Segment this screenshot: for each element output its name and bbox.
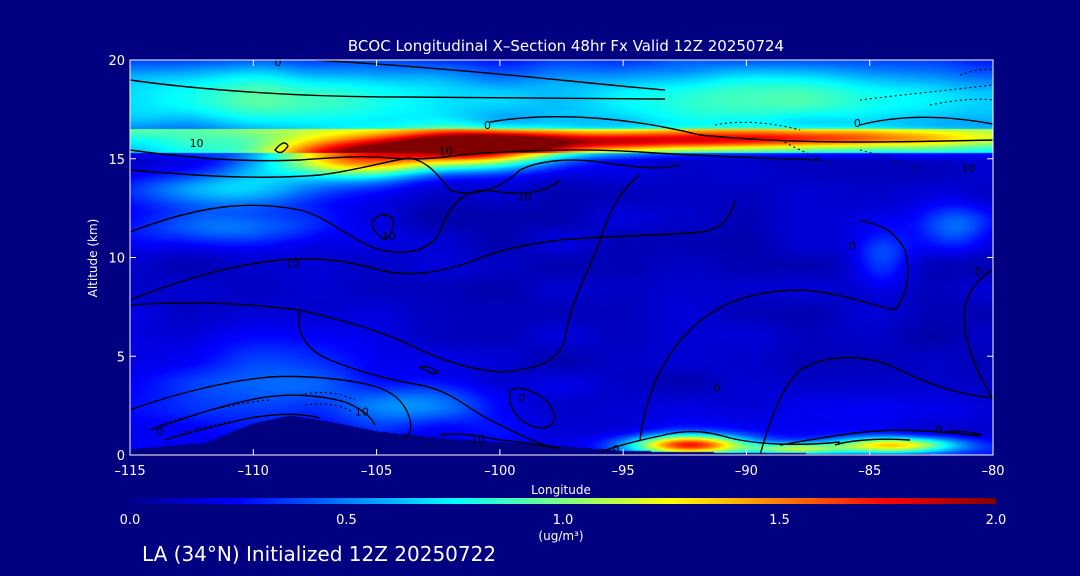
contour-lines: [130, 60, 993, 455]
plot-area: 0 0 0 10 10 10 10 10 10 0 0 10 0 0 0 10 0 0: [129, 56, 994, 456]
contour-label: 0: [935, 423, 942, 436]
contour-label: 10: [190, 137, 204, 150]
contour-label: 0: [975, 265, 982, 278]
colorbar-units: (ug/m³): [538, 529, 583, 543]
dotted-contour-line: [779, 139, 836, 166]
contour-line: [759, 356, 993, 455]
contour-line: [779, 429, 981, 446]
run-info-label: LA (34°N) Initialized 12Z 20250722: [142, 542, 497, 566]
dotted-contour-line: [859, 84, 993, 101]
contour-line: [130, 79, 666, 100]
y-tick-label: 10: [108, 252, 125, 267]
colorbar-strip: [130, 498, 996, 504]
y-ticks: 0 5 10 15 20: [108, 54, 993, 464]
contour-line: [130, 199, 736, 301]
colorbar-tick-label: 2.0: [986, 513, 1007, 528]
dotted-contour-line: [714, 121, 801, 131]
chart-title: BCOC Longitudinal X–Section 48hr Fx Vali…: [348, 37, 784, 55]
contour-line: [371, 213, 394, 239]
contour-label: 10: [471, 433, 485, 446]
y-axis-label: Altitude (km): [86, 219, 100, 298]
y-tick-label: 5: [117, 350, 125, 365]
y-axis: 0 5 10 15 20 Altitude (km): [86, 54, 993, 464]
x-tick-label: –110: [238, 464, 269, 479]
dotted-contour-line: [179, 413, 291, 434]
contour-label: 0: [849, 240, 856, 253]
contour-label: 10: [961, 163, 975, 176]
concentration-heatmap: [130, 60, 993, 455]
contour-line: [418, 365, 440, 375]
dotted-contour-line: [304, 403, 353, 413]
colorbar-tick-label: 0.5: [336, 513, 357, 528]
contour-line: [314, 60, 666, 91]
contour-label: 0: [713, 382, 720, 395]
contour-label: 0: [854, 117, 861, 130]
y-tick-label: 15: [108, 153, 125, 168]
dotted-contour-line: [929, 98, 993, 106]
dotted-contour-line: [159, 399, 271, 426]
contour-line: [298, 309, 546, 446]
contour-label: 0: [274, 56, 281, 69]
y-tick-label: 0: [117, 449, 125, 464]
contour-label: 10: [439, 145, 453, 158]
x-tick-label: –115: [114, 464, 145, 479]
x-axis: –115 –110 –105 –100 –95 –90 –85 –80 Longitude: [114, 60, 1005, 497]
x-axis-label: Longitude: [531, 483, 591, 497]
contour-label: 10: [518, 190, 532, 203]
x-tick-label: –80: [981, 464, 1004, 479]
contour-line: [130, 149, 821, 162]
dotted-contour-line: [299, 391, 356, 401]
colorbar: 0.0 0.5 1.0 1.5 2.0 (ug/m³): [120, 498, 1007, 543]
x-tick-label: –90: [735, 464, 758, 479]
contour-label: 0: [612, 443, 619, 456]
contour-label: 0: [156, 425, 163, 438]
contour-line: [130, 375, 412, 439]
contour-label: 0: [484, 119, 491, 132]
colorbar-tick-label: 1.5: [769, 513, 790, 528]
contour-label: 10: [286, 257, 300, 270]
contour-line: [130, 179, 561, 253]
contour-line: [859, 116, 993, 126]
contour-line: [834, 438, 911, 446]
contour-label: 0: [519, 392, 526, 405]
colorbar-ticks: 0.0 0.5 1.0 1.5 2.0: [120, 513, 1007, 528]
contour-label: 10: [382, 230, 396, 243]
x-ticks: –115 –110 –105 –100 –95 –90 –85 –80: [114, 60, 1005, 479]
x-tick-label: –105: [361, 464, 392, 479]
contour-line: [130, 157, 681, 194]
colorbar-tick-label: 0.0: [120, 513, 141, 528]
contour-line: [944, 430, 983, 436]
x-tick-label: –100: [484, 464, 515, 479]
contour-line: [439, 433, 561, 449]
y-tick-label: 20: [108, 54, 125, 69]
dotted-contour-line: [959, 68, 993, 76]
contour-label: 10: [355, 406, 369, 419]
colorbar-tick-label: 1.0: [553, 513, 574, 528]
contour-line: [489, 116, 993, 143]
contour-line: [599, 430, 841, 453]
dotted-contours: [159, 68, 993, 434]
contour-line: [509, 387, 556, 429]
contour-line: [639, 219, 909, 441]
x-tick-label: –95: [612, 464, 635, 479]
dotted-contour-line: [859, 149, 921, 171]
contour-line: [963, 269, 993, 401]
contour-line: [130, 174, 641, 373]
contour-label-layer: 0 0 0 10 10 10 10 10 10 0 0 10 0 0 0 10 0 0: [156, 56, 982, 456]
contour-line: [274, 142, 289, 154]
x-tick-label: –85: [858, 464, 881, 479]
